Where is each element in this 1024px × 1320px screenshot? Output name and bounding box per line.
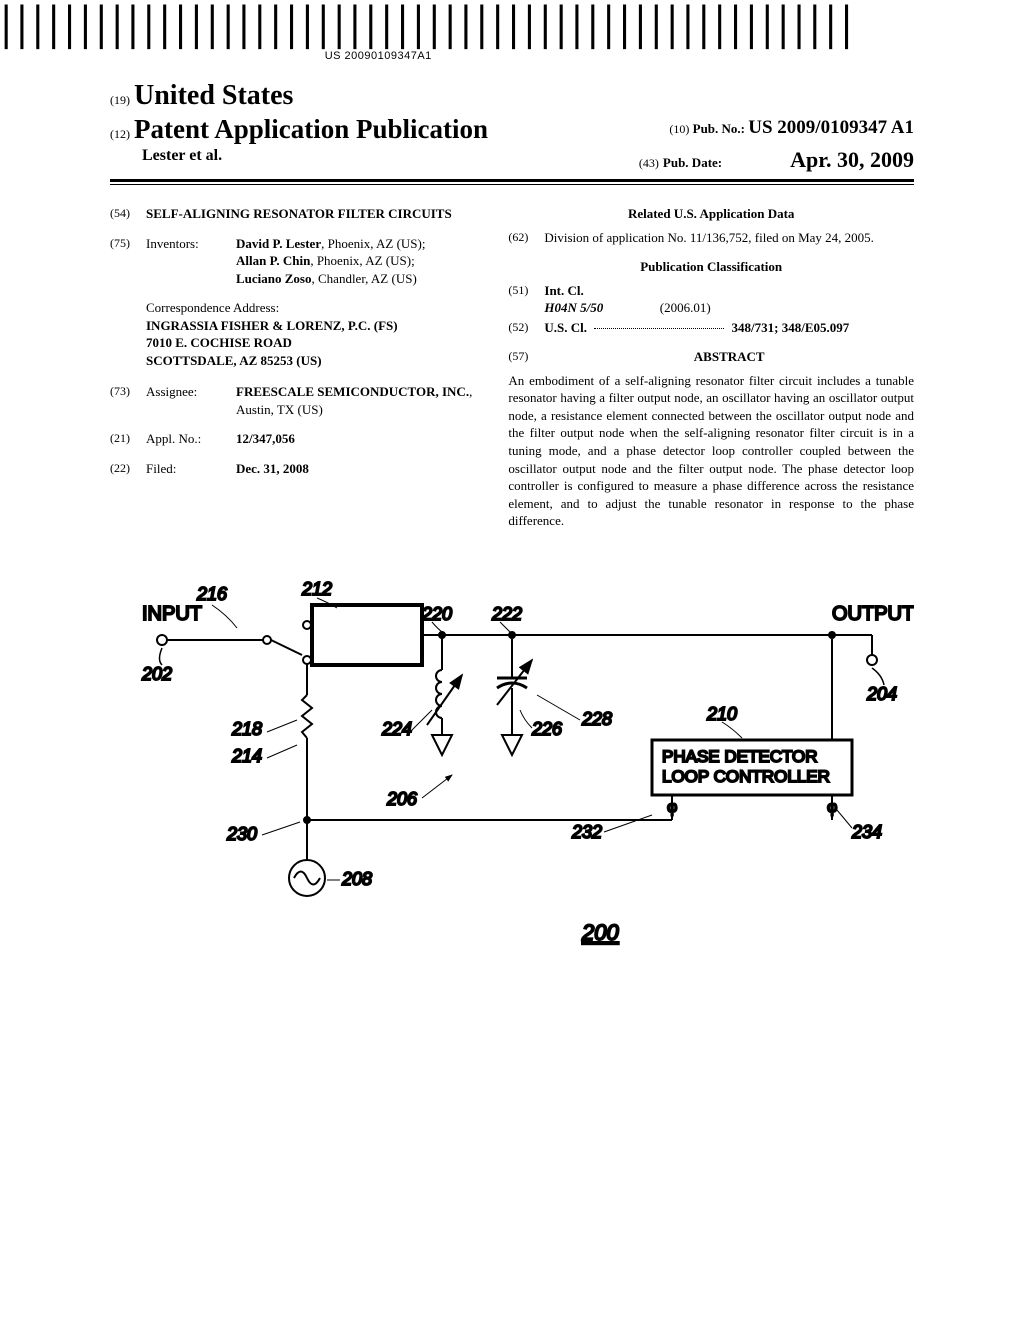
ref-208: 208 (341, 869, 372, 889)
publication-line: (12) Patent Application Publication (10)… (110, 114, 914, 145)
bibliographic-columns: (54) SELF-ALIGNING RESONATOR FILTER CIRC… (110, 205, 914, 530)
title-field: (54) SELF-ALIGNING RESONATOR FILTER CIRC… (110, 205, 484, 223)
divider-thin (110, 184, 914, 185)
ref-210: 210 (706, 704, 737, 724)
ref-228: 228 (581, 709, 612, 729)
ref-230: 230 (226, 824, 257, 844)
filed-field: (22) Filed: Dec. 31, 2008 (110, 460, 484, 478)
publication-title: Patent Application Publication (134, 114, 488, 144)
phi-left: φ (667, 799, 677, 816)
publication-number: US 2009/0109347 A1 (748, 117, 914, 138)
phase-detector-line1: PHASE DETECTOR (662, 747, 818, 766)
inventors-list: David P. Lester, Phoenix, AZ (US); Allan… (236, 235, 484, 288)
ref-222: 222 (491, 604, 522, 624)
barcode-region: ||||||||||||||||||||||||||||||||||||||||… (0, 20, 854, 62)
abstract-header-row: (57) ABSTRACT (508, 348, 914, 366)
assignee-field: (73) Assignee: FREESCALE SEMICONDUCTOR, … (110, 383, 484, 418)
ref-212: 212 (301, 579, 332, 599)
division-field: (62) Division of application No. 11/136,… (508, 229, 914, 247)
related-header: Related U.S. Application Data (508, 205, 914, 223)
header: (19) United States (12) Patent Applicati… (110, 80, 914, 185)
ref-232: 232 (571, 822, 602, 842)
ref-226: 226 (531, 719, 563, 739)
intcl-field: (51) Int. Cl. H04N 5/50 (2006.01) (508, 282, 914, 317)
divider-thick (110, 179, 914, 182)
diagram-input-label: INPUT (142, 603, 202, 625)
uscl-field: (52) U.S. Cl. 348/731; 348/E05.097 (508, 319, 914, 337)
ref-220: 220 (421, 604, 452, 624)
diagram-output-label: OUTPUT (832, 603, 914, 625)
abstract-text: An embodiment of a self-aligning resonat… (508, 372, 914, 530)
ref-218: 218 (231, 719, 262, 739)
country-name: United States (134, 80, 293, 111)
ref-204: 204 (866, 684, 897, 704)
correspondence-block: Correspondence Address: INGRASSIA FISHER… (146, 299, 484, 369)
ref-202: 202 (141, 664, 172, 684)
ref-214: 214 (231, 746, 262, 766)
ref-234: 234 (851, 822, 882, 842)
applno-field: (21) Appl. No.: 12/347,056 (110, 430, 484, 448)
invention-title: SELF-ALIGNING RESONATOR FILTER CIRCUITS (146, 205, 484, 223)
ref-224: 224 (381, 719, 412, 739)
pubclass-header: Publication Classification (508, 258, 914, 276)
authors-line: Lester et al. (43) Pub. Date: Apr. 30, 2… (110, 147, 914, 173)
barcode-number: US 20090109347A1 (0, 50, 854, 62)
country-line: (19) United States (110, 80, 914, 112)
authors: Lester et al. (142, 147, 222, 164)
right-column: Related U.S. Application Data (62) Divis… (508, 205, 914, 530)
inventors-field: (75) Inventors: David P. Lester, Phoenix… (110, 235, 484, 288)
left-column: (54) SELF-ALIGNING RESONATOR FILTER CIRC… (110, 205, 484, 530)
abstract-header: ABSTRACT (544, 348, 914, 366)
publication-date: Apr. 30, 2009 (790, 147, 914, 172)
ref-216: 216 (196, 584, 228, 604)
ref-206: 206 (386, 789, 418, 809)
ref-200: 200 (581, 920, 619, 945)
circuit-diagram: INPUT 202 216 212 220 222 OUTPUT 20 (110, 560, 914, 980)
barcode-graphic: ||||||||||||||||||||||||||||||||||||||||… (0, 7, 854, 43)
phase-detector-line2: LOOP CONTROLLER (662, 767, 830, 786)
